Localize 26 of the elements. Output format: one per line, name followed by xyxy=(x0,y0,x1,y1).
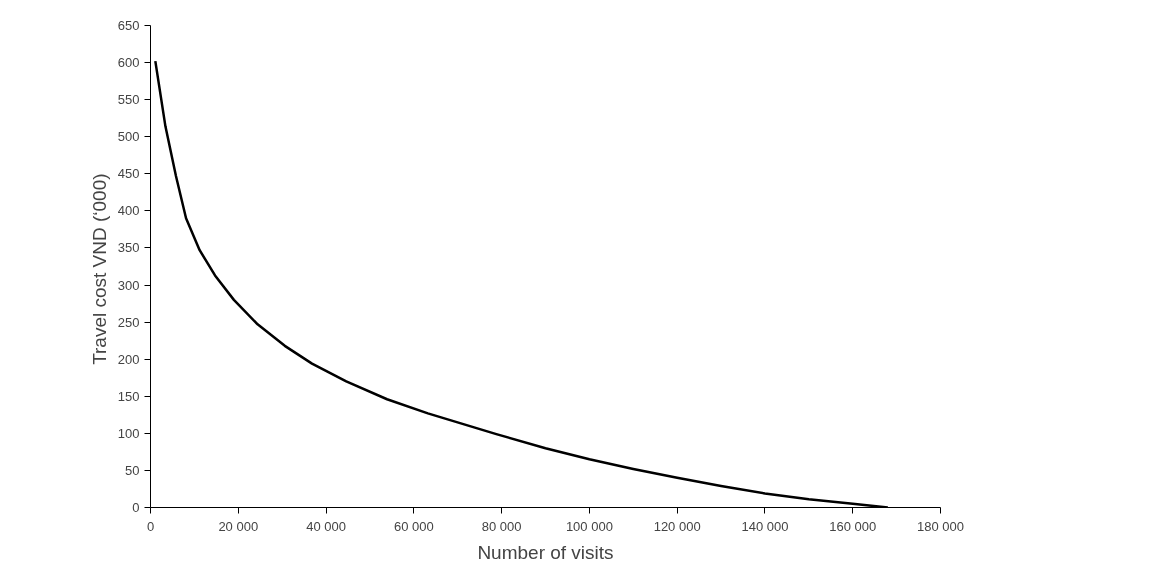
y-tick-label: 150 xyxy=(117,388,140,404)
x-axis-title: Number of visits xyxy=(477,541,614,563)
x-tick-label: 120 000 xyxy=(653,518,701,534)
x-tick-label: 140 000 xyxy=(741,518,789,534)
y-tick-label: 250 xyxy=(117,314,140,330)
y-axis-title: Travel cost VND (‘000) xyxy=(88,173,110,365)
y-tick-label: 100 xyxy=(117,425,140,441)
x-tick-label: 160 000 xyxy=(829,518,877,534)
y-tick-label: 50 xyxy=(125,462,140,478)
y-tick-label: 200 xyxy=(117,351,140,367)
x-tick-label: 60 000 xyxy=(393,518,434,534)
y-tick-label: 0 xyxy=(132,500,140,515)
y-tick-label: 450 xyxy=(117,166,140,182)
x-tick-label: 100 000 xyxy=(565,518,613,534)
x-tick-label: 80 000 xyxy=(481,518,522,534)
y-tick-label: 500 xyxy=(117,129,140,145)
x-tick-label: 0 xyxy=(146,518,155,534)
y-tick-label: 400 xyxy=(117,203,140,219)
x-tick-label: 20 000 xyxy=(218,518,259,534)
y-tick-label: 650 xyxy=(117,18,140,33)
x-tick-label: 180 000 xyxy=(917,518,964,534)
x-tick-label: 40 000 xyxy=(306,518,346,534)
y-tick-label: 550 xyxy=(117,92,140,108)
y-tick-label: 300 xyxy=(117,277,140,293)
y-tick-label: 350 xyxy=(117,240,140,256)
y-tick-label: 600 xyxy=(117,55,140,71)
